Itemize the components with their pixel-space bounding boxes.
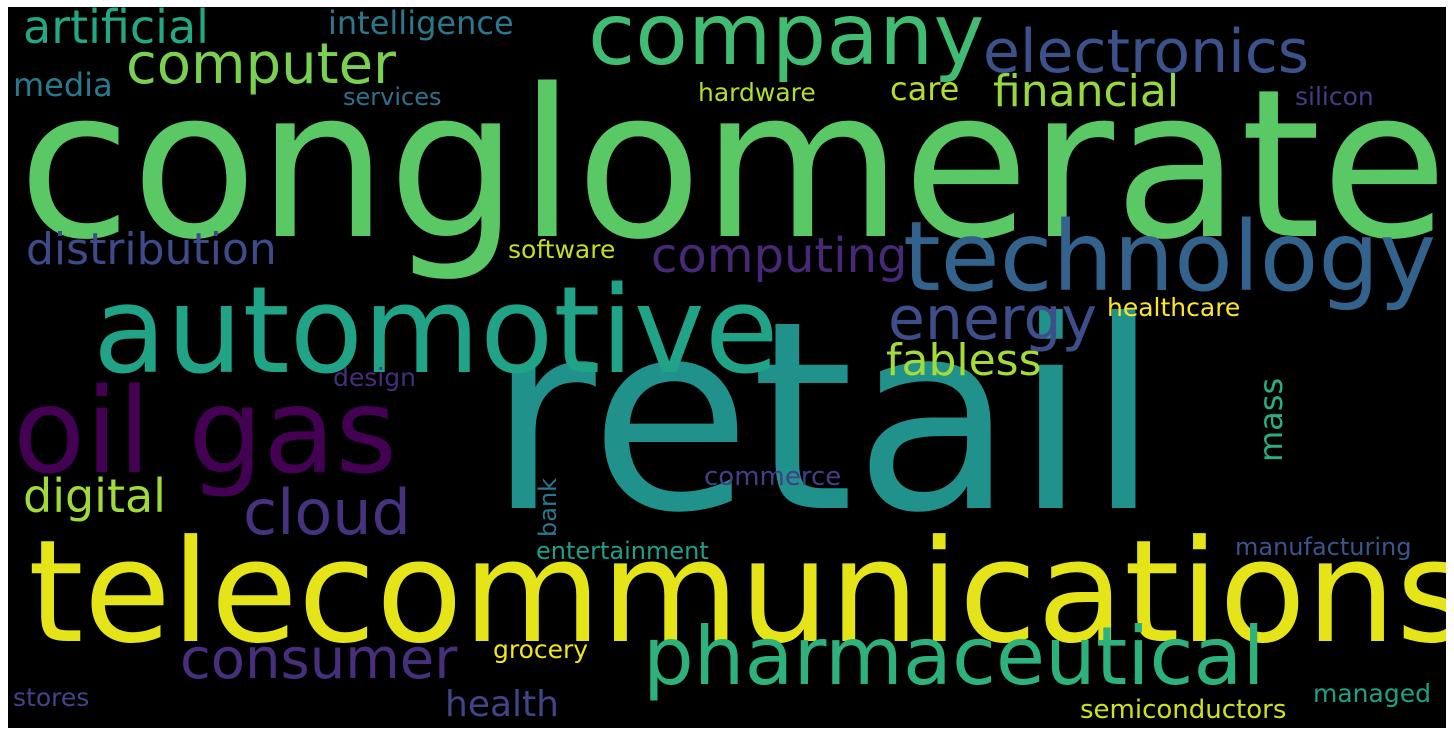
word-care: care (890, 70, 960, 108)
word-stores: stores (13, 683, 90, 712)
word-health: health (445, 684, 559, 725)
word-retail: retail (488, 265, 1161, 570)
word-consumer: consumer (180, 627, 458, 692)
word-pharmaceutical: pharmaceutical (643, 610, 1265, 703)
word-cloud: conglomerate retail telecommunications a… (8, 7, 1446, 728)
word-intelligence: intelligence (328, 7, 514, 42)
word-energy: energy (888, 284, 1098, 354)
word-artificial: artificial (23, 7, 209, 54)
word-media: media (13, 66, 113, 104)
word-company: company (588, 7, 985, 85)
word-hardware: hardware (698, 78, 816, 107)
word-distribution: distribution (26, 224, 277, 275)
word-computing: computing (651, 228, 908, 284)
word-electronics: electronics (983, 17, 1310, 87)
word-silicon: silicon (1295, 82, 1374, 111)
word-grocery: grocery (493, 635, 589, 664)
word-digital: digital (23, 469, 166, 523)
word-oil-gas: oil gas (13, 362, 397, 500)
word-manufacturing: manufacturing (1235, 533, 1412, 561)
word-bank: bank (534, 477, 562, 537)
word-design: design (333, 363, 416, 392)
word-technology: technology (903, 201, 1437, 313)
word-healthcare: healthcare (1107, 293, 1241, 322)
word-services: services (343, 83, 442, 111)
word-cloud: cloud (243, 476, 411, 549)
word-computer: computer (126, 32, 397, 97)
word-managed: managed (1313, 679, 1431, 708)
word-automotive: automotive (93, 262, 779, 401)
word-software: software (508, 235, 616, 264)
word-telecommunications: telecommunications (28, 510, 1446, 675)
word-entertainment: entertainment (536, 537, 709, 565)
word-mass: mass (1252, 377, 1290, 462)
word-commerce: commerce (704, 462, 842, 492)
word-fabless: fabless (886, 335, 1042, 386)
word-financial: financial (993, 66, 1180, 117)
word-conglomerate: conglomerate (18, 45, 1446, 285)
word-semiconductors: semiconductors (1080, 695, 1287, 725)
